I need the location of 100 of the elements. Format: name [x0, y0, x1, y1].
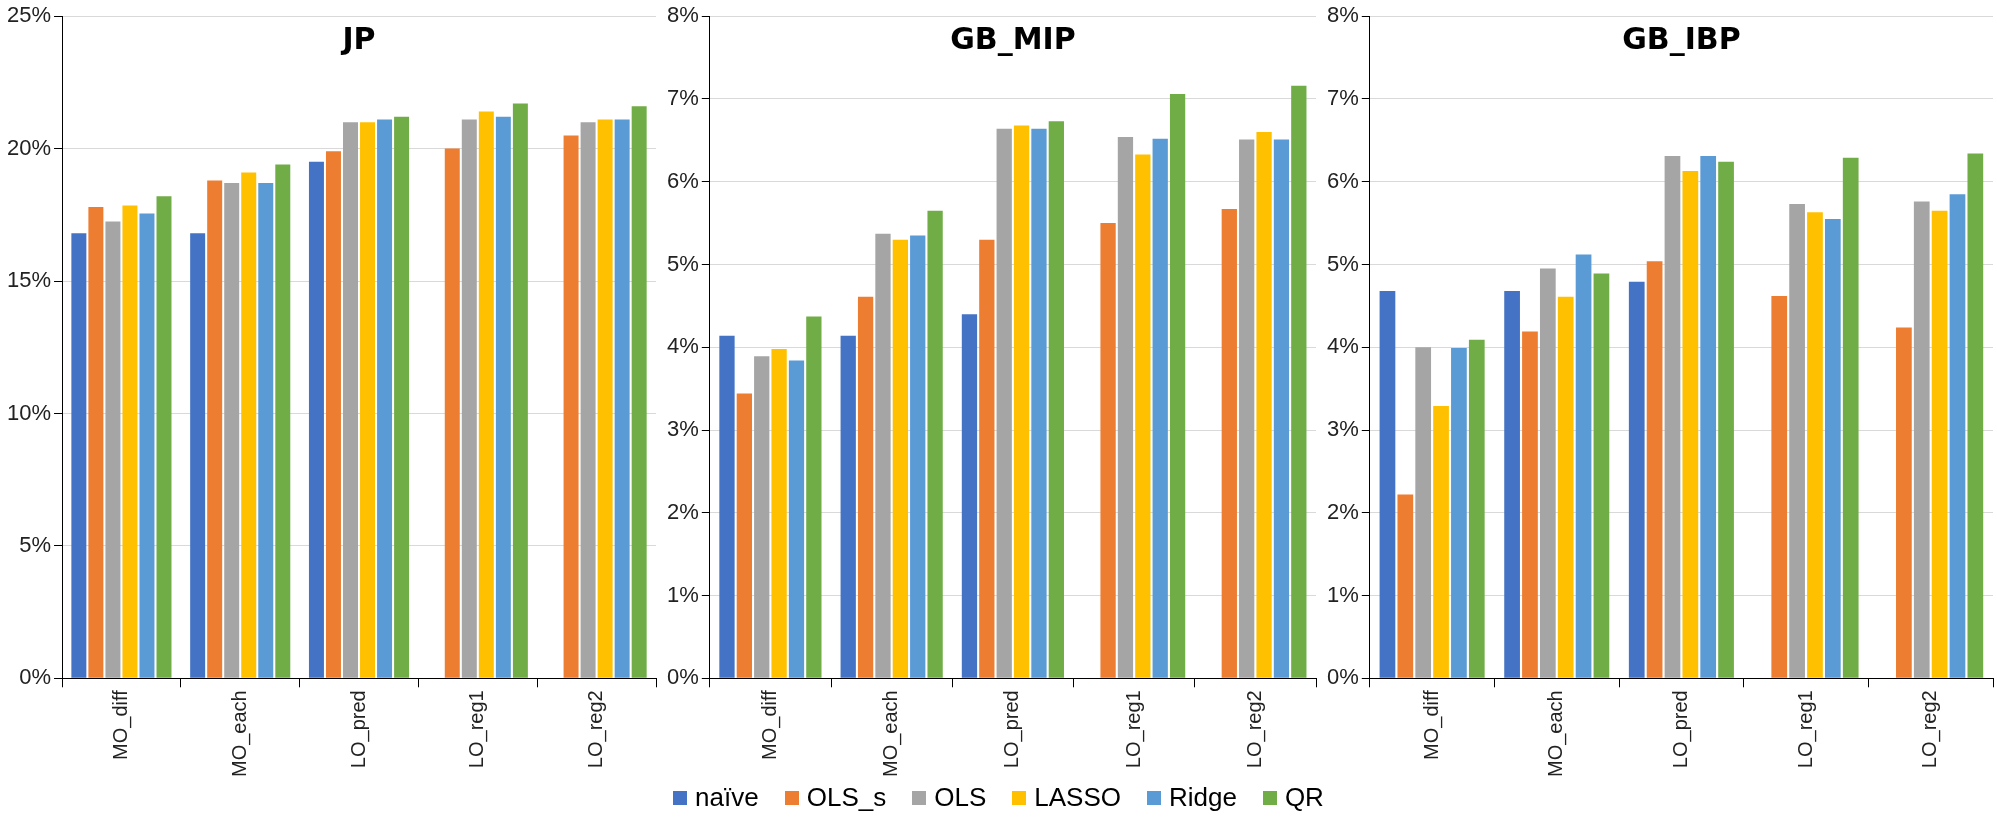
y-tick-label: 15% — [6, 267, 52, 293]
bar — [139, 213, 155, 678]
bar — [207, 180, 223, 678]
legend-label: naïve — [695, 782, 759, 813]
x-tick-label: LO_reg2 — [584, 690, 608, 769]
bar — [563, 135, 579, 678]
bar — [840, 335, 856, 678]
bar — [806, 316, 822, 678]
bar — [892, 239, 908, 678]
chart-title: JP — [340, 21, 376, 56]
bar — [478, 111, 494, 678]
x-tick-label: LO_pred — [1668, 690, 1692, 769]
bar — [1593, 273, 1610, 678]
bar — [1169, 94, 1186, 678]
bar — [1221, 209, 1237, 678]
bar — [1397, 494, 1414, 678]
bar — [1539, 268, 1556, 678]
bar — [258, 183, 274, 678]
y-tick-label: 6% — [1327, 167, 1359, 193]
x-tick-label: MO_diff — [108, 689, 132, 760]
bar — [1628, 281, 1645, 678]
bar — [1013, 125, 1030, 678]
bar — [360, 122, 376, 678]
y-tick-label: 0% — [19, 664, 52, 690]
bar — [224, 183, 240, 678]
bar — [1379, 290, 1396, 678]
bar — [580, 122, 596, 678]
bar — [1931, 210, 1948, 678]
y-tick-label: 20% — [6, 134, 52, 160]
bar — [1718, 161, 1734, 678]
x-tick-label: LO_reg1 — [1793, 690, 1817, 769]
y-tick-label: 3% — [1327, 416, 1359, 442]
bar — [1913, 201, 1930, 678]
bar — [1664, 156, 1681, 678]
bar — [325, 151, 341, 678]
bar — [1682, 170, 1699, 678]
bar — [394, 116, 410, 678]
bar — [736, 393, 752, 678]
bar — [105, 221, 121, 678]
y-tick-label: 4% — [667, 333, 699, 359]
y-tick-label: 7% — [667, 85, 699, 111]
bar — [1152, 138, 1168, 678]
x-tick-label: LO_reg2 — [1918, 690, 1942, 769]
bar — [631, 106, 647, 678]
y-tick-label: 7% — [1327, 85, 1359, 111]
bar — [1522, 331, 1538, 678]
bar — [875, 233, 891, 678]
bar — [1239, 139, 1255, 678]
y-tick-label: 5% — [19, 531, 52, 557]
x-tick-label: LO_reg1 — [465, 690, 489, 769]
bar — [156, 196, 172, 678]
bar — [71, 233, 87, 678]
chart-title: GB_MIP — [950, 21, 1076, 56]
bar — [910, 235, 926, 678]
bar — [1700, 156, 1717, 678]
y-tick-label: 5% — [1327, 250, 1359, 276]
bar — [1842, 157, 1859, 678]
y-tick-label: 10% — [6, 399, 52, 425]
bar — [1807, 212, 1823, 678]
bar — [1896, 327, 1912, 678]
y-tick-label: 0% — [667, 664, 699, 690]
bar — [190, 233, 206, 678]
bar — [1256, 132, 1272, 678]
bar — [1273, 139, 1290, 678]
bar — [1031, 128, 1047, 678]
y-tick-label: 2% — [667, 498, 699, 524]
bar — [961, 314, 978, 678]
bar — [857, 296, 874, 678]
bar — [1291, 85, 1307, 678]
bar — [1415, 347, 1432, 678]
legend-label: QR — [1284, 782, 1324, 813]
bar — [444, 148, 460, 678]
x-tick-label: MO_each — [879, 690, 903, 778]
bar — [771, 348, 787, 678]
x-tick-label: MO_diff — [1419, 689, 1443, 760]
bar — [1646, 261, 1663, 678]
y-tick-label: 8% — [1327, 2, 1359, 28]
bar — [597, 119, 613, 678]
y-tick-label: 4% — [1327, 333, 1359, 359]
bar — [495, 116, 511, 678]
x-tick-label: LO_pred — [346, 690, 370, 769]
bar — [88, 206, 104, 678]
bar — [275, 164, 291, 678]
y-tick-label: 0% — [1327, 664, 1359, 690]
bar — [1824, 218, 1841, 678]
bar — [927, 210, 943, 678]
bar — [343, 122, 358, 678]
bar — [719, 335, 735, 678]
bar — [1451, 348, 1467, 678]
bar — [1771, 295, 1788, 678]
y-tick-label: 6% — [667, 167, 699, 193]
bar — [1789, 204, 1805, 678]
y-tick-label: 5% — [667, 250, 699, 276]
bar — [1468, 339, 1485, 678]
bar — [308, 161, 324, 678]
bar — [1433, 406, 1449, 678]
bar — [1575, 254, 1592, 678]
bar — [979, 239, 995, 678]
bar — [754, 356, 770, 678]
bar — [1100, 223, 1116, 678]
